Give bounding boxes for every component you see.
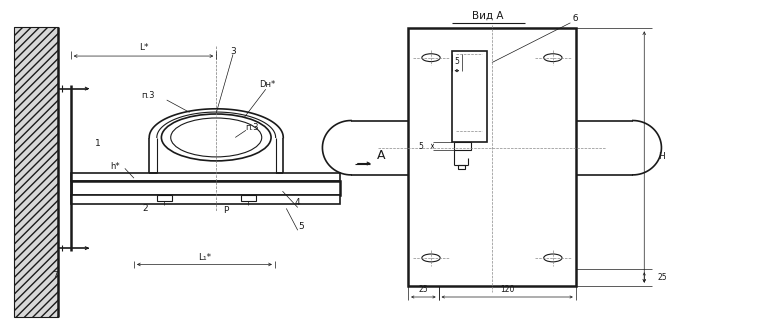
Text: б: б [573, 14, 578, 23]
Text: Н: Н [658, 152, 665, 162]
Text: 120: 120 [500, 285, 514, 294]
Bar [240, 196, 256, 201]
Bar [71, 173, 340, 181]
Bar [71, 196, 340, 204]
Text: 5: 5 [298, 222, 304, 232]
Text: 25: 25 [658, 273, 668, 282]
Bar [157, 196, 172, 201]
Text: 3: 3 [230, 47, 236, 56]
Bar [452, 51, 487, 142]
Bar [458, 165, 465, 169]
Text: Dн*: Dн* [259, 80, 275, 89]
Text: 4: 4 [295, 198, 301, 207]
Bar [454, 142, 471, 150]
Text: п.3: п.3 [141, 91, 154, 100]
Text: п.3: п.3 [245, 123, 259, 132]
Text: L*: L* [139, 43, 148, 52]
Bar [408, 28, 576, 285]
Text: 5: 5 [455, 57, 459, 66]
Text: А: А [377, 149, 386, 162]
Text: Вид А: Вид А [472, 10, 504, 20]
Text: h*: h* [110, 162, 120, 171]
Text: 25: 25 [419, 285, 428, 294]
Text: 7: 7 [53, 271, 59, 280]
Text: 2: 2 [143, 204, 148, 213]
Text: 1: 1 [95, 139, 101, 148]
Text: P: P [223, 206, 228, 215]
Bar [71, 181, 340, 196]
Text: 5: 5 [418, 142, 423, 150]
Polygon shape [14, 27, 58, 317]
Text: L₁*: L₁* [198, 253, 211, 262]
